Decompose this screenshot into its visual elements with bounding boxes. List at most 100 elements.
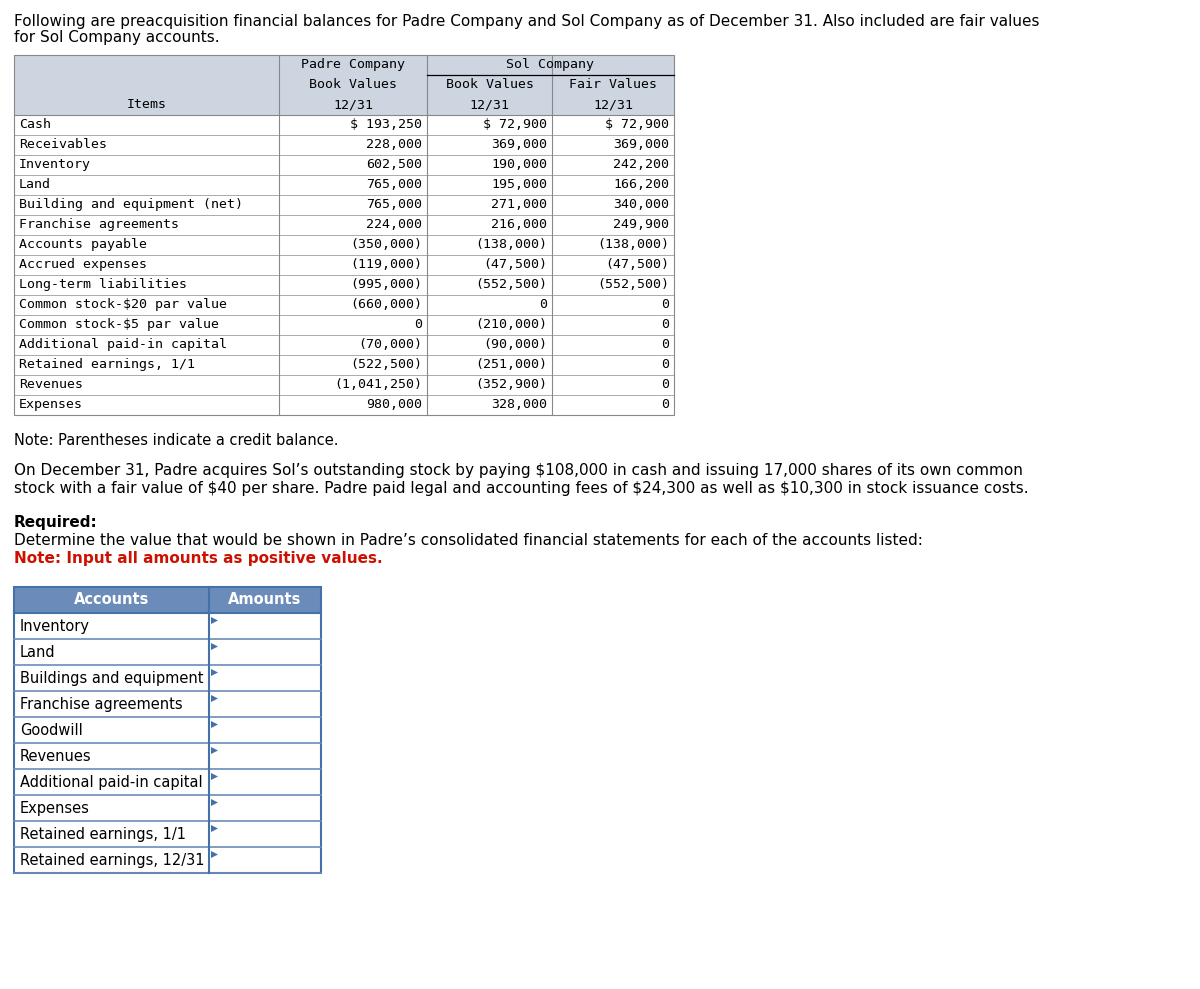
Text: (90,000): (90,000)	[482, 338, 547, 351]
Text: 249,900: 249,900	[613, 218, 670, 231]
Text: (350,000): (350,000)	[350, 238, 422, 251]
Bar	[14, 55, 674, 415]
Text: (352,900): (352,900)	[475, 378, 547, 391]
Text: Book Values: Book Values	[445, 78, 534, 91]
Text: 0: 0	[539, 298, 547, 311]
Text: Accounts payable: Accounts payable	[19, 238, 148, 251]
Text: Revenues: Revenues	[19, 378, 83, 391]
Polygon shape	[211, 747, 218, 754]
Text: Common stock-$5 par value: Common stock-$5 par value	[19, 318, 220, 331]
Text: (210,000): (210,000)	[475, 318, 547, 331]
Text: 980,000: 980,000	[366, 398, 422, 411]
Text: Sol Company: Sol Company	[506, 58, 594, 71]
Text: 0: 0	[414, 318, 422, 331]
Text: Accounts: Accounts	[74, 592, 149, 607]
Text: 765,000: 765,000	[366, 198, 422, 211]
Text: 12/31: 12/31	[469, 98, 510, 111]
Text: Expenses: Expenses	[19, 398, 83, 411]
Text: Additional paid-in capital: Additional paid-in capital	[20, 775, 203, 790]
Text: (995,000): (995,000)	[350, 278, 422, 291]
Text: Goodwill: Goodwill	[20, 723, 83, 738]
Text: 765,000: 765,000	[366, 178, 422, 191]
Text: 216,000: 216,000	[491, 218, 547, 231]
Text: (251,000): (251,000)	[475, 358, 547, 371]
Text: Land: Land	[19, 178, 50, 191]
Polygon shape	[211, 669, 218, 676]
Text: 0: 0	[661, 378, 670, 391]
Text: Determine the value that would be shown in Padre’s consolidated financial statem: Determine the value that would be shown …	[14, 533, 923, 548]
Polygon shape	[211, 773, 218, 780]
Text: (47,500): (47,500)	[482, 258, 547, 271]
Polygon shape	[211, 851, 218, 858]
Text: 328,000: 328,000	[491, 398, 547, 411]
Text: Retained earnings, 1/1: Retained earnings, 1/1	[19, 358, 194, 371]
Text: 195,000: 195,000	[491, 178, 547, 191]
Text: Note: Input all amounts as positive values.: Note: Input all amounts as positive valu…	[14, 551, 383, 566]
Text: 166,200: 166,200	[613, 178, 670, 191]
Text: $ 72,900: $ 72,900	[482, 118, 547, 131]
Text: (552,500): (552,500)	[598, 278, 670, 291]
Text: 242,200: 242,200	[613, 158, 670, 171]
Text: Retained earnings, 1/1: Retained earnings, 1/1	[20, 827, 186, 842]
Text: $ 72,900: $ 72,900	[605, 118, 670, 131]
Polygon shape	[211, 825, 218, 832]
Text: (138,000): (138,000)	[598, 238, 670, 251]
Text: Franchise agreements: Franchise agreements	[20, 697, 182, 712]
Text: 0: 0	[661, 318, 670, 331]
Text: 369,000: 369,000	[491, 138, 547, 151]
Bar	[14, 55, 674, 115]
Text: 271,000: 271,000	[491, 198, 547, 211]
Text: 224,000: 224,000	[366, 218, 422, 231]
Bar	[14, 613, 322, 873]
Text: 190,000: 190,000	[491, 158, 547, 171]
Text: (70,000): (70,000)	[358, 338, 422, 351]
Text: 369,000: 369,000	[613, 138, 670, 151]
Bar	[14, 115, 674, 415]
Text: 228,000: 228,000	[366, 138, 422, 151]
Text: Cash: Cash	[19, 118, 50, 131]
Text: (660,000): (660,000)	[350, 298, 422, 311]
Text: Retained earnings, 12/31: Retained earnings, 12/31	[20, 853, 204, 868]
Text: Accrued expenses: Accrued expenses	[19, 258, 148, 271]
Polygon shape	[211, 721, 218, 728]
Text: 0: 0	[661, 358, 670, 371]
Text: Inventory: Inventory	[20, 619, 90, 634]
Text: $ 193,250: $ 193,250	[350, 118, 422, 131]
Text: stock with a fair value of $40 per share. Padre paid legal and accounting fees o: stock with a fair value of $40 per share…	[14, 481, 1028, 496]
Text: Building and equipment (net): Building and equipment (net)	[19, 198, 242, 211]
Text: 602,500: 602,500	[366, 158, 422, 171]
Text: (552,500): (552,500)	[475, 278, 547, 291]
Text: 340,000: 340,000	[613, 198, 670, 211]
Text: Land: Land	[20, 645, 55, 660]
Text: Inventory: Inventory	[19, 158, 91, 171]
Text: (119,000): (119,000)	[350, 258, 422, 271]
Text: 12/31: 12/31	[593, 98, 634, 111]
Text: Buildings and equipment: Buildings and equipment	[20, 671, 204, 686]
Text: Items: Items	[126, 98, 167, 111]
Text: Required:: Required:	[14, 515, 97, 530]
Text: (522,500): (522,500)	[350, 358, 422, 371]
Text: Revenues: Revenues	[20, 749, 91, 764]
Text: Common stock-$20 par value: Common stock-$20 par value	[19, 298, 227, 311]
Text: (1,041,250): (1,041,250)	[334, 378, 422, 391]
Text: (47,500): (47,500)	[605, 258, 670, 271]
Text: for Sol Company accounts.: for Sol Company accounts.	[14, 30, 220, 45]
Bar	[14, 587, 322, 873]
Polygon shape	[211, 643, 218, 650]
Text: 0: 0	[661, 398, 670, 411]
Polygon shape	[211, 617, 218, 624]
Text: Franchise agreements: Franchise agreements	[19, 218, 179, 231]
Text: Note: Parentheses indicate a credit balance.: Note: Parentheses indicate a credit bala…	[14, 433, 338, 448]
Text: (138,000): (138,000)	[475, 238, 547, 251]
Text: Expenses: Expenses	[20, 801, 90, 816]
Polygon shape	[211, 695, 218, 702]
Text: Book Values: Book Values	[310, 78, 397, 91]
Text: Receivables: Receivables	[19, 138, 107, 151]
Bar	[14, 587, 322, 613]
Text: Amounts: Amounts	[228, 592, 301, 607]
Text: 12/31: 12/31	[334, 98, 373, 111]
Text: Long-term liabilities: Long-term liabilities	[19, 278, 187, 291]
Polygon shape	[211, 799, 218, 806]
Text: 0: 0	[661, 338, 670, 351]
Text: On December 31, Padre acquires Sol’s outstanding stock by paying $108,000 in cas: On December 31, Padre acquires Sol’s out…	[14, 463, 1022, 478]
